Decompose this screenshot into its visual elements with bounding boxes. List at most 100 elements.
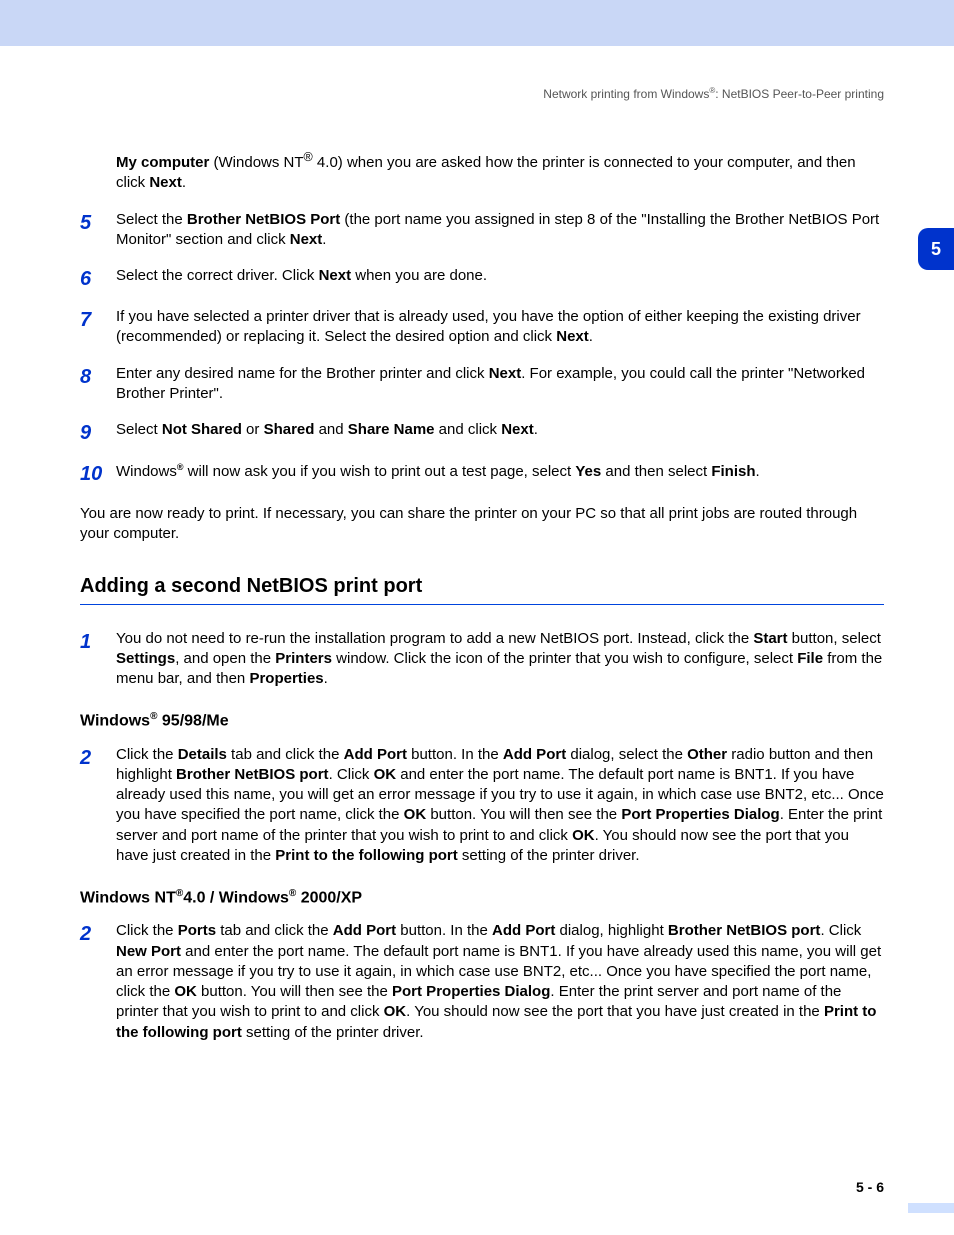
page-number: 5 - 6 <box>0 1179 954 1203</box>
bold-text: Printers <box>275 650 332 667</box>
chapter-number: 5 <box>931 239 941 260</box>
bold-text: OK <box>572 827 595 844</box>
top-header-bar <box>0 0 954 46</box>
text-run: Select <box>116 421 162 438</box>
text-run: when you are done. <box>351 267 487 284</box>
step-number: 6 <box>80 266 116 291</box>
bold-text: OK <box>174 983 197 1000</box>
text-run: . <box>589 328 593 345</box>
breadcrumb-prefix: Network printing from Windows <box>543 87 709 101</box>
bold-text: Next <box>319 267 352 284</box>
bold-text: Shared <box>264 421 315 438</box>
bold-text: Brother NetBIOS port <box>176 766 329 783</box>
section-heading: Adding a second NetBIOS print port <box>80 575 884 598</box>
text-run: Click the <box>116 922 178 939</box>
text-run: tab and click the <box>227 746 344 763</box>
text-run: Enter any desired name for the Brother p… <box>116 365 489 382</box>
text-run: Select the <box>116 211 187 228</box>
text-run: . <box>534 421 538 438</box>
step-body: Windows® will now ask you if you wish to… <box>116 461 884 482</box>
text-run: , and open the <box>175 650 275 667</box>
breadcrumb-suffix: : NetBIOS Peer-to-Peer printing <box>715 87 884 101</box>
text-run: . <box>324 670 328 687</box>
bold-text: OK <box>374 766 397 783</box>
text-run: or <box>242 421 264 438</box>
intro-b2: Next <box>149 174 182 191</box>
bold-text: Add Port <box>344 746 407 763</box>
bold-text: Next <box>290 231 323 248</box>
bold-text: OK <box>384 1003 407 1020</box>
text-run: Select the correct driver. Click <box>116 267 319 284</box>
bold-text: New Port <box>116 943 181 960</box>
step-number: 5 <box>80 210 116 235</box>
text-run: button. You will then see the <box>197 983 392 1000</box>
text-run: Click the <box>116 746 178 763</box>
text-run: . <box>322 231 326 248</box>
intro-continuation: My computer (Windows NT® 4.0) when you a… <box>80 149 884 194</box>
step-b3: 2 Click the Ports tab and click the Add … <box>80 921 884 1043</box>
bold-text: Port Properties Dialog <box>621 806 779 823</box>
text-run: button. In the <box>407 746 503 763</box>
text-run: . Click <box>329 766 374 783</box>
page-content: My computer (Windows NT® 4.0) when you a… <box>0 149 954 1043</box>
intro-b1: My computer <box>116 154 209 171</box>
text-run: . <box>756 463 760 480</box>
bold-text: Yes <box>575 463 601 480</box>
step-body: Enter any desired name for the Brother p… <box>116 364 884 405</box>
step-body: Select the correct driver. Click Next wh… <box>116 266 884 286</box>
breadcrumb: Network printing from Windows®: NetBIOS … <box>0 46 954 101</box>
superscript: ® <box>177 462 184 472</box>
step-b1: 1 You do not need to re-run the installa… <box>80 629 884 690</box>
bold-text: Settings <box>116 650 175 667</box>
step-item: 6Select the correct driver. Click Next w… <box>80 266 884 291</box>
text-run: and then select <box>601 463 711 480</box>
text-run: will now ask you if you wish to print ou… <box>184 463 576 480</box>
intro-t1: (Windows NT <box>209 154 303 171</box>
text-run: button, select <box>788 630 881 647</box>
step-number: 7 <box>80 307 116 332</box>
step-number: 9 <box>80 420 116 445</box>
bold-text: Next <box>489 365 522 382</box>
sub2-mid: 4.0 / Windows <box>183 889 289 906</box>
bold-text: Next <box>556 328 589 345</box>
step-body: You do not need to re-run the installati… <box>116 629 884 690</box>
bold-text: Finish <box>711 463 755 480</box>
sub1-post: 95/98/Me <box>157 713 228 730</box>
step-number: 2 <box>80 921 116 946</box>
bold-text: Other <box>687 746 727 763</box>
bold-text: Next <box>501 421 534 438</box>
subsection-heading-1: Windows® 95/98/Me <box>80 711 884 730</box>
intro-t3: . <box>182 174 186 191</box>
bold-text: Print to the following port <box>275 847 457 864</box>
text-run: Windows <box>116 463 177 480</box>
text-run: button. In the <box>396 922 492 939</box>
text-run: dialog, select the <box>566 746 687 763</box>
text-run: tab and click the <box>216 922 333 939</box>
bold-text: Brother NetBIOS port <box>668 922 821 939</box>
sub1-pre: Windows <box>80 713 150 730</box>
text-run: setting of the printer driver. <box>242 1024 424 1041</box>
sub2-post: 2000/XP <box>296 889 362 906</box>
bold-text: Details <box>178 746 227 763</box>
text-run: dialog, highlight <box>555 922 668 939</box>
text-run: setting of the printer driver. <box>458 847 640 864</box>
text-run: . Click <box>820 922 861 939</box>
bold-text: Brother NetBIOS Port <box>187 211 340 228</box>
text-run: and <box>314 421 347 438</box>
footer-accent-bar <box>908 1203 954 1213</box>
bold-text: Add Port <box>333 922 396 939</box>
bold-text: Port Properties Dialog <box>392 983 550 1000</box>
section-rule <box>80 604 884 605</box>
intro-reg: ® <box>304 150 313 164</box>
step-item: 8Enter any desired name for the Brother … <box>80 364 884 405</box>
bold-text: File <box>797 650 823 667</box>
subsection-heading-2: Windows NT®4.0 / Windows® 2000/XP <box>80 888 884 907</box>
text-run: button. You will then see the <box>426 806 621 823</box>
bold-text: Ports <box>178 922 216 939</box>
step-body: If you have selected a printer driver th… <box>116 307 884 348</box>
bold-text: Add Port <box>503 746 566 763</box>
step-number: 1 <box>80 629 116 654</box>
step-item: 7If you have selected a printer driver t… <box>80 307 884 348</box>
text-run: You do not need to re-run the installati… <box>116 630 753 647</box>
closing-paragraph: You are now ready to print. If necessary… <box>80 504 884 545</box>
